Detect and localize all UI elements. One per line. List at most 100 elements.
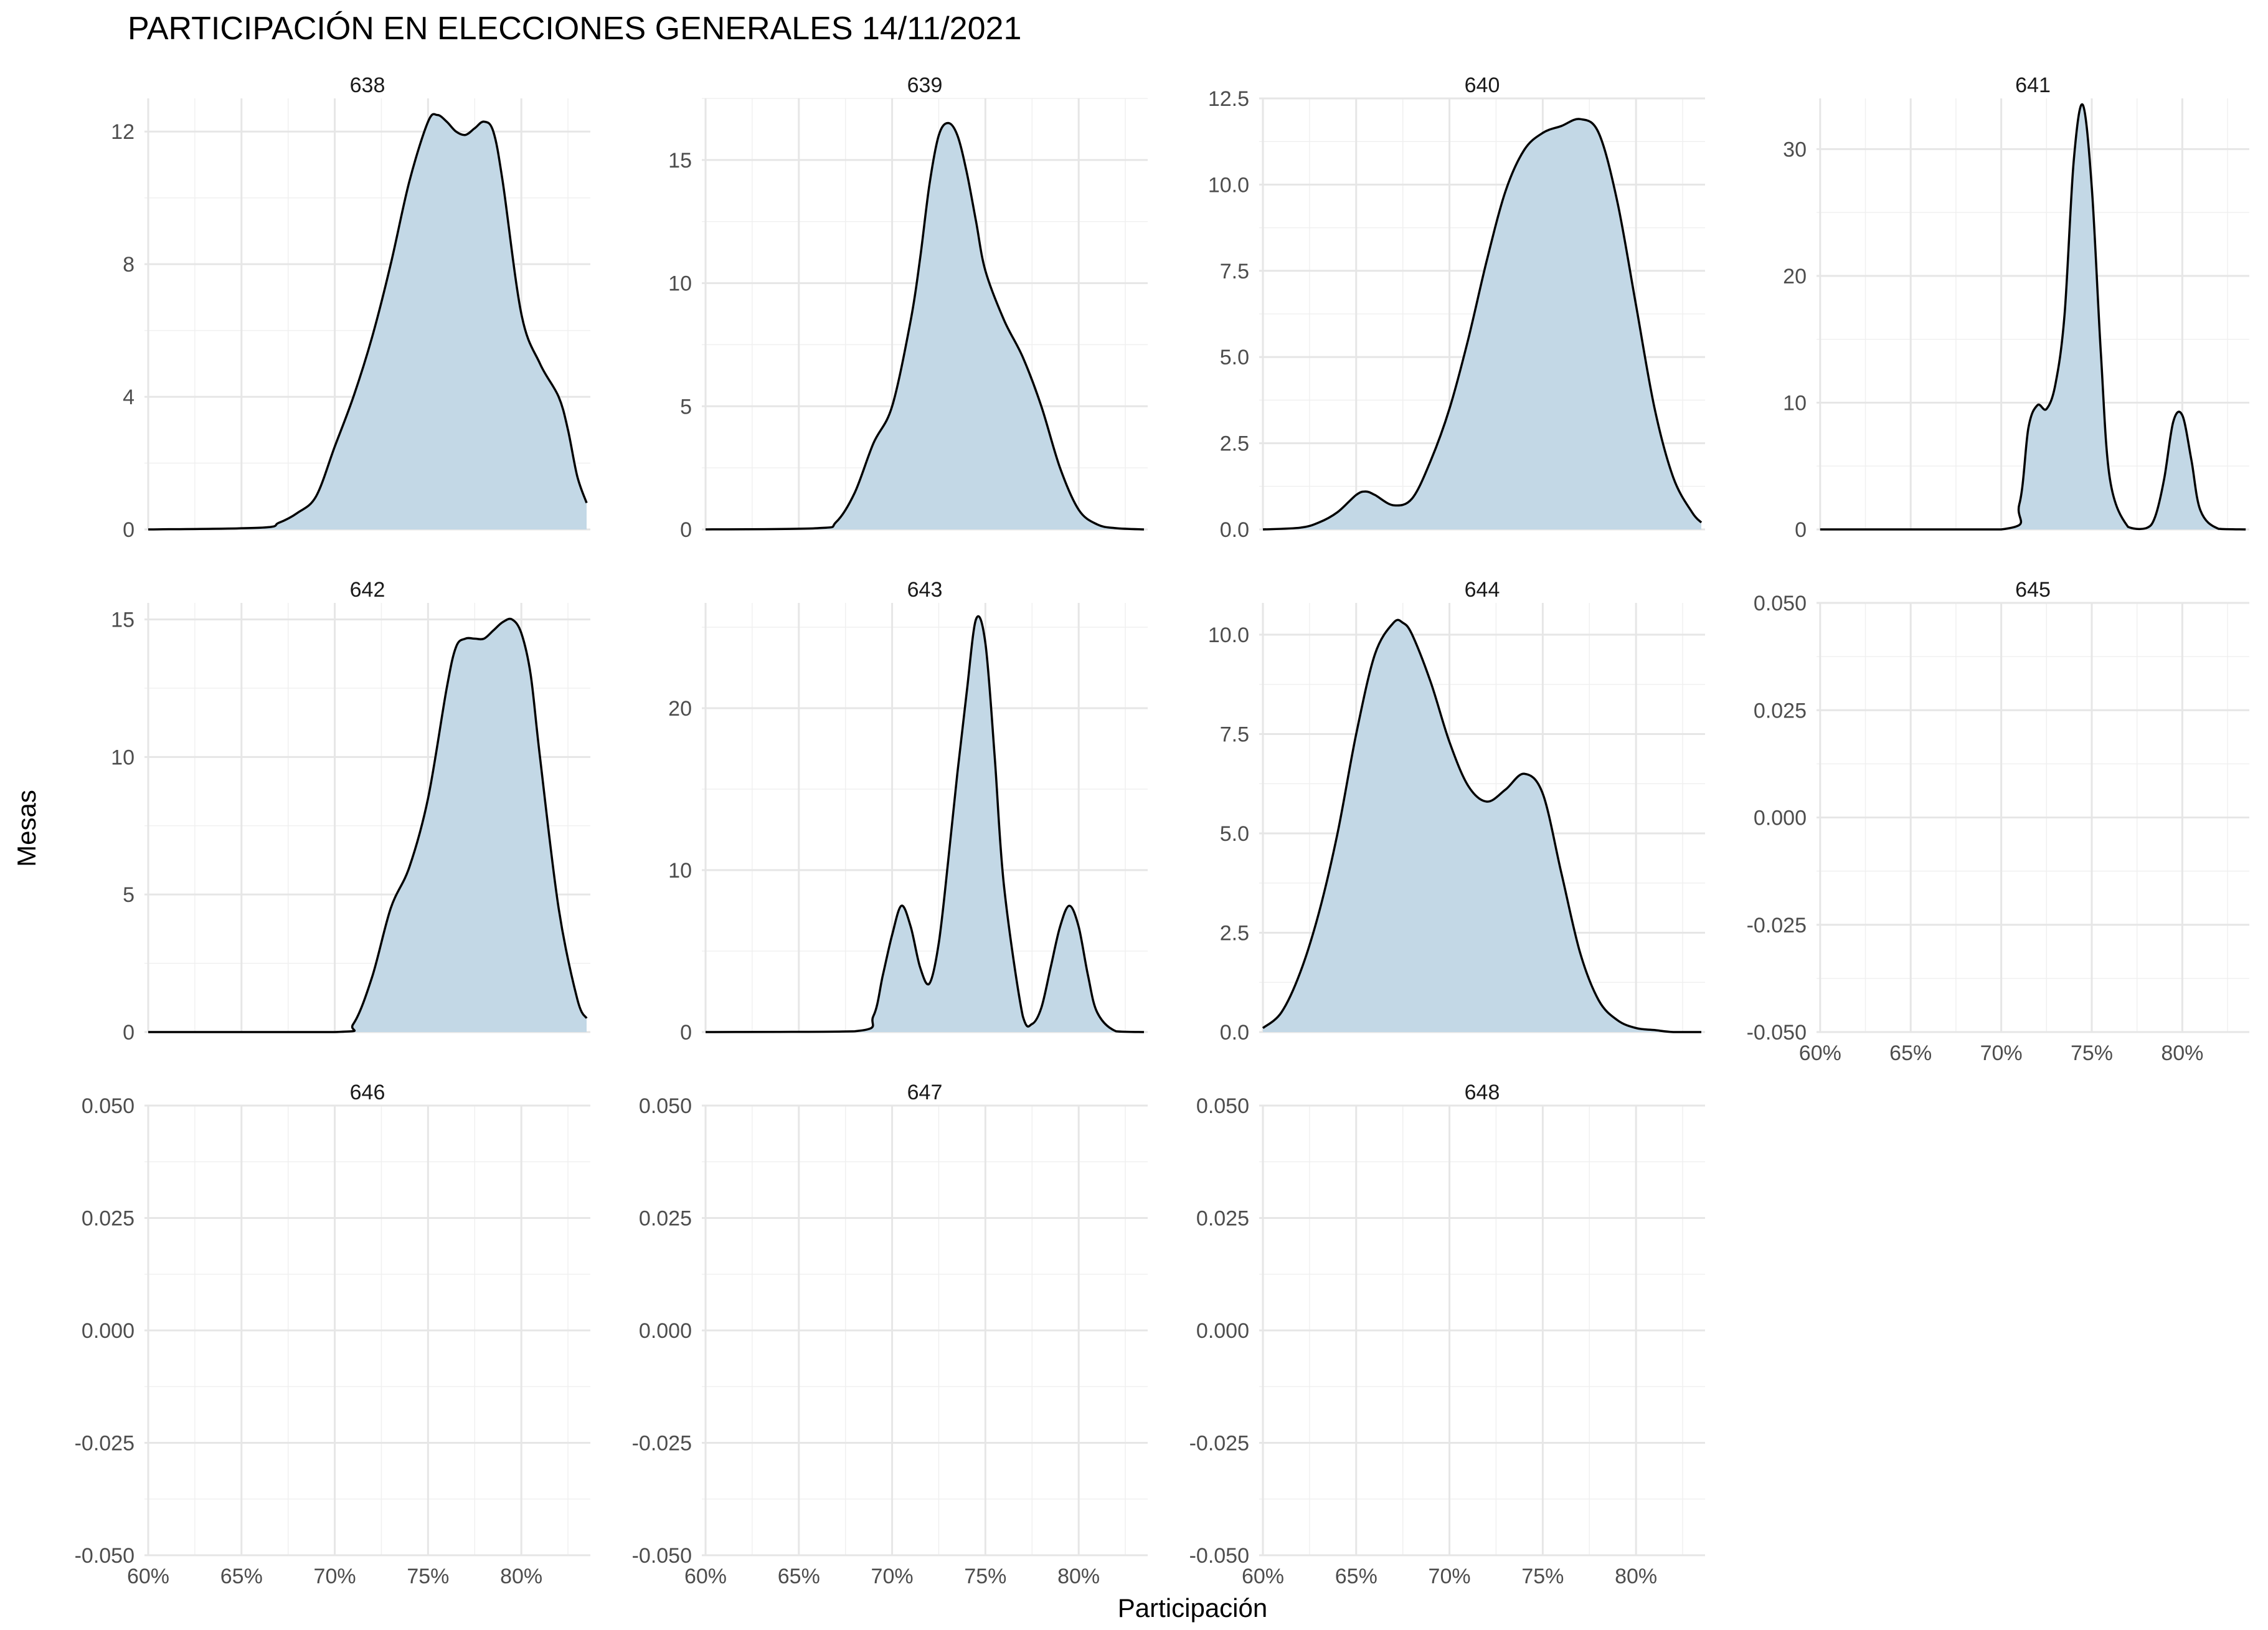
y-tick-label: 5 — [680, 395, 692, 419]
y-tick-label: -0.025 — [75, 1432, 135, 1456]
x-tick-label: 65% — [1889, 1041, 1932, 1065]
density-line — [148, 617, 588, 1033]
x-axis-title: Participación — [1118, 1593, 1267, 1623]
y-tick-label: 0.025 — [1196, 1207, 1249, 1231]
y-tick-label: 2.5 — [1220, 922, 1249, 945]
x-tick-label: 65% — [1335, 1565, 1377, 1588]
chart-title: PARTICIPACIÓN EN ELECCIONES GENERALES 14… — [128, 11, 1021, 47]
y-tick-label: 7.5 — [1220, 260, 1249, 283]
y-tick-label: 0.000 — [1196, 1319, 1249, 1343]
y-tick-label: 0.025 — [82, 1207, 135, 1231]
facet-strip-label: 638 — [350, 73, 385, 97]
y-tick-label: 30 — [1783, 138, 1807, 161]
facet-strip-label: 640 — [1465, 73, 1500, 97]
x-tick-label: 75% — [964, 1565, 1006, 1588]
y-tick-label: 0.0 — [1220, 1021, 1249, 1045]
x-tick-label: 70% — [1429, 1565, 1471, 1588]
y-tick-label: -0.025 — [1189, 1432, 1249, 1456]
x-tick-label: 65% — [778, 1565, 820, 1588]
density-area — [706, 123, 1144, 529]
x-tick-label: 80% — [500, 1565, 542, 1588]
x-tick-label: 70% — [871, 1565, 914, 1588]
facet-strip-label: 641 — [2015, 73, 2051, 97]
y-tick-label: 7.5 — [1220, 723, 1249, 747]
density-line — [1262, 118, 1703, 531]
x-tick-label: 60% — [1242, 1565, 1284, 1588]
density-line — [1262, 618, 1701, 1033]
y-axis-title: Mesas — [12, 790, 41, 867]
y-tick-label: 0.000 — [82, 1319, 135, 1343]
density-line — [1820, 103, 2246, 531]
y-tick-label: -0.050 — [1747, 1021, 1807, 1045]
density-area — [1263, 620, 1701, 1032]
density-line — [705, 121, 1145, 531]
x-tick-label: 75% — [407, 1565, 449, 1588]
density-area — [1820, 104, 2246, 529]
x-tick-label: 60% — [1799, 1041, 1841, 1065]
y-tick-label: 15 — [668, 149, 692, 173]
x-tick-label: 60% — [127, 1565, 169, 1588]
y-tick-label: 0 — [1795, 518, 1807, 542]
y-tick-label: 20 — [1783, 265, 1807, 288]
y-tick-label: -0.050 — [75, 1544, 135, 1568]
facet-strip-label: 647 — [907, 1081, 943, 1104]
y-tick-label: -0.050 — [632, 1544, 692, 1568]
y-tick-label: 0.000 — [1754, 807, 1807, 830]
facet-panel-642: 642 0 5 10 15 — [111, 578, 590, 1045]
y-tick-label: 0 — [123, 518, 135, 542]
y-tick-label: 15 — [111, 609, 135, 632]
y-tick-label: 10.0 — [1208, 623, 1249, 647]
facet-panel-646: 646 -0.050 -0.025 0.000 0.025 0.050 60% 65% 70% 7… — [75, 1081, 590, 1588]
y-tick-label: 0 — [123, 1021, 135, 1045]
y-tick-label: 4 — [123, 386, 135, 409]
y-tick-label: 0.025 — [1754, 699, 1807, 723]
facet-strip-label: 644 — [1465, 578, 1500, 602]
facet-strip-label: 648 — [1465, 1081, 1500, 1104]
y-tick-label: 0.050 — [82, 1094, 135, 1118]
y-tick-label: 0.0 — [1220, 518, 1249, 542]
facet-panels: 638 0 4 8 12 639 0 5 10 15 640 0.0 2.5 5.0 7.5 10.0 12.5… — [75, 73, 2249, 1588]
x-tick-label: 80% — [2161, 1041, 2203, 1065]
y-tick-label: 0.050 — [639, 1094, 692, 1118]
facet-panel-645: 645 -0.050 -0.025 0.000 0.025 0.050 60% 65% 70% 7… — [1747, 578, 2249, 1065]
y-tick-label: 0.000 — [639, 1319, 692, 1343]
y-tick-label: 5.0 — [1220, 346, 1249, 369]
density-line — [148, 113, 588, 531]
y-tick-label: 5 — [123, 883, 135, 907]
facet-strip-label: 639 — [907, 73, 943, 97]
y-tick-label: -0.025 — [1747, 914, 1807, 937]
y-tick-label: -0.025 — [632, 1432, 692, 1456]
facet-panel-643: 643 0 10 20 — [668, 578, 1148, 1045]
y-tick-label: 0 — [680, 518, 692, 542]
y-tick-label: 12.5 — [1208, 87, 1249, 111]
y-tick-label: 0.050 — [1754, 592, 1807, 615]
x-tick-label: 70% — [314, 1565, 356, 1588]
y-tick-label: 8 — [123, 253, 135, 277]
x-tick-label: 60% — [684, 1565, 727, 1588]
x-tick-label: 80% — [1057, 1565, 1100, 1588]
y-tick-label: -0.050 — [1189, 1544, 1249, 1568]
facet-strip-label: 642 — [350, 578, 385, 602]
y-tick-label: 10 — [668, 859, 692, 883]
y-tick-label: 12 — [111, 120, 135, 144]
facet-panel-639: 639 0 5 10 15 — [668, 73, 1148, 542]
y-tick-label: 0.025 — [639, 1207, 692, 1231]
x-tick-label: 80% — [1615, 1565, 1657, 1588]
facet-panel-648: 648 -0.050 -0.025 0.000 0.025 0.050 60% 65% 70% 7… — [1189, 1081, 1705, 1588]
y-tick-label: 10 — [1783, 391, 1807, 415]
facet-strip-label: 643 — [907, 578, 943, 602]
x-tick-label: 75% — [2071, 1041, 2113, 1065]
x-tick-label: 75% — [1521, 1565, 1564, 1588]
y-tick-label: 5.0 — [1220, 822, 1249, 846]
y-tick-label: 2.5 — [1220, 432, 1249, 456]
facet-panel-638: 638 0 4 8 12 — [111, 73, 590, 542]
density-area — [148, 618, 587, 1032]
facet-panel-640: 640 0.0 2.5 5.0 7.5 10.0 12.5 — [1208, 73, 1705, 542]
y-tick-label: 20 — [668, 697, 692, 721]
density-area — [148, 114, 587, 530]
facet-strip-label: 645 — [2015, 578, 2051, 602]
y-tick-label: 10 — [668, 272, 692, 296]
x-tick-label: 65% — [220, 1565, 263, 1588]
y-tick-label: 0 — [680, 1021, 692, 1045]
